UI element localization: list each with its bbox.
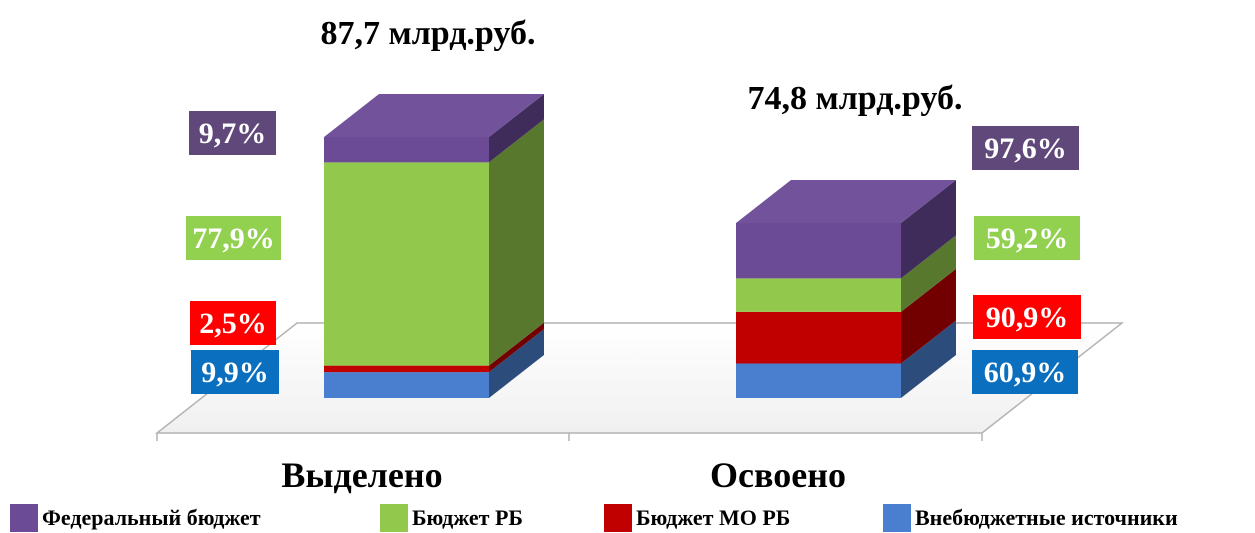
bar-front	[736, 311, 901, 364]
data-label-text: 60,9%	[984, 356, 1067, 389]
data-label-text: 90,9%	[986, 301, 1069, 334]
bar-front	[736, 278, 901, 312]
bar-stack-1	[324, 94, 544, 398]
bar-side	[489, 119, 544, 366]
bar-side	[489, 322, 544, 373]
category-label: Выделено	[281, 455, 442, 495]
bar-stack-2	[736, 180, 956, 398]
legend-item: Внебюджетные источники	[883, 504, 1178, 532]
legend-label: Федеральный бюджет	[42, 505, 261, 530]
data-label: 90,9%	[973, 295, 1081, 339]
bars	[324, 94, 956, 398]
bar-segment	[736, 235, 956, 312]
legend-label: Внебюджетные источники	[915, 505, 1178, 530]
bar-segment	[324, 94, 544, 163]
legend-item: Бюджет МО РБ	[604, 504, 790, 532]
bar-segment	[324, 329, 544, 398]
legend-label: Бюджет РБ	[412, 505, 523, 530]
data-label-text: 97,6%	[984, 132, 1067, 165]
data-label: 60,9%	[972, 350, 1078, 394]
bar-top	[324, 94, 544, 137]
legend-swatch	[380, 504, 408, 532]
data-label-box	[974, 216, 1080, 260]
legend: Федеральный бюджет Бюджет РБ Бюджет МО РБ В…	[0, 504, 1255, 532]
legend-item: Федеральный бюджет	[10, 504, 261, 532]
data-label: 77,9%	[186, 216, 281, 260]
bar-side	[489, 329, 544, 398]
bar-segment	[736, 180, 956, 279]
bar-side	[489, 94, 544, 163]
data-label: 97,6%	[972, 126, 1079, 170]
data-label-text: 9,7%	[199, 117, 267, 150]
data-label-box	[972, 126, 1079, 170]
data-label-box	[191, 350, 279, 394]
data-label-text: 77,9%	[192, 222, 275, 255]
bar-front	[324, 137, 489, 163]
data-label-text: 59,2%	[986, 222, 1069, 255]
data-label: 9,7%	[189, 111, 276, 155]
data-label-text: 9,9%	[201, 356, 269, 389]
bar-segment	[736, 320, 956, 398]
total-label: 74,8 млрд.руб.	[748, 80, 963, 117]
bar-front	[324, 162, 489, 366]
category-label: Освоено	[710, 455, 846, 495]
bar-segment	[324, 119, 544, 366]
bar-side	[901, 320, 956, 398]
legend-swatch	[10, 504, 38, 532]
bar-top	[736, 180, 956, 223]
bar-front	[324, 372, 489, 398]
data-label: 9,9%	[191, 350, 279, 394]
data-label-box	[189, 111, 276, 155]
data-label-box	[973, 295, 1081, 339]
legend-swatch	[604, 504, 632, 532]
data-label: 59,2%	[974, 216, 1080, 260]
data-label-box	[186, 216, 281, 260]
data-label-box	[972, 350, 1078, 394]
bar-side	[901, 268, 956, 364]
legend-swatch	[883, 504, 911, 532]
bar-front	[736, 363, 901, 398]
bar-front	[324, 365, 489, 373]
data-label: 2,5%	[190, 301, 276, 345]
data-labels: 9,9% 2,5% 77,9% 9,7% 60,9% 90,9% 59,2% 97,6%	[186, 111, 1081, 394]
legend-item: Бюджет РБ	[380, 504, 523, 532]
bar-front	[736, 223, 901, 279]
total-label: 87,7 млрд.руб.	[321, 15, 536, 52]
data-label-text: 2,5%	[199, 307, 267, 340]
chart-text: 87,7 млрд.руб. Выделено 74,8 млрд.руб. Осво…	[281, 15, 962, 495]
bar-side	[901, 235, 956, 312]
data-label-box	[190, 301, 276, 345]
legend-label: Бюджет МО РБ	[636, 505, 791, 530]
bar-segment	[324, 322, 544, 373]
bar-side	[901, 180, 956, 279]
bar-segment	[736, 268, 956, 364]
